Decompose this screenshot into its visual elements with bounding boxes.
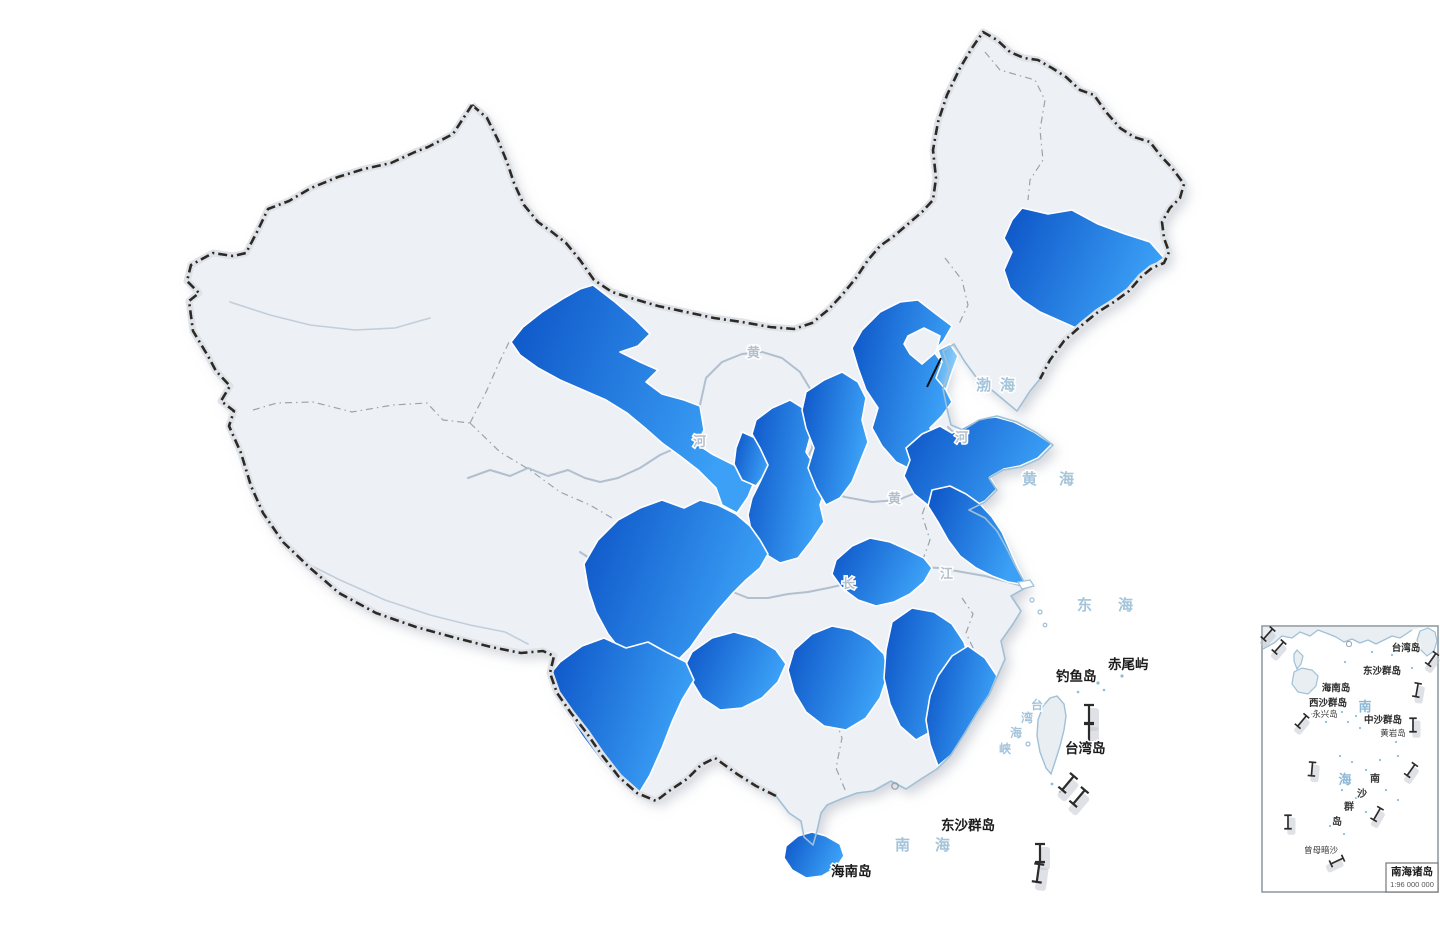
province-shandong[interactable] [903, 416, 1053, 514]
inset-sea-dots [1310, 650, 1414, 836]
inset-dongsha-label: 东沙群岛 [1363, 665, 1401, 677]
inset-pearl-delta-circle [1345, 640, 1353, 648]
taiwan-island[interactable] [1036, 695, 1067, 776]
coastline [775, 343, 1054, 846]
dongsha-islands-label: 东沙群岛 [941, 817, 995, 833]
yellow-river-lower-char-2: 河 [955, 430, 968, 445]
taiwan-strait-char-1: 台 [1031, 697, 1043, 712]
taiwan-strait-char-4: 峡 [999, 741, 1011, 756]
province-gansu[interactable] [510, 284, 755, 514]
yellow-river-upper-char-1: 黄 [747, 345, 760, 360]
inset-huangyan-label: 黄岩岛 [1380, 728, 1406, 738]
taiwan-strait-char-3: 海 [1010, 725, 1022, 740]
east-sea-label: 东海 [1077, 596, 1159, 614]
sea-labels: 渤海 黄海 东海 南海 台 湾 海 峡 [894, 375, 1159, 856]
pearl-delta-circle [891, 782, 899, 790]
inset-nansha-char-3: 群 [1344, 800, 1354, 813]
penghu-islet [1025, 741, 1031, 747]
diaoyu-dot [1096, 681, 1100, 685]
yellow-river-lower-char-1: 黄 [888, 491, 901, 506]
national-boundary [183, 28, 1188, 846]
yarlung-river [299, 559, 529, 645]
province-hubei[interactable] [831, 537, 933, 607]
province-shanxi[interactable] [801, 371, 869, 506]
inset-south-sea-char-1: 南 [1358, 699, 1371, 714]
inset-nansha-char-1: 南 [1370, 772, 1380, 785]
province-hainan[interactable] [783, 831, 845, 879]
chiwei-dot [1120, 674, 1124, 678]
province-yunnan[interactable] [549, 637, 695, 796]
province-beijing[interactable] [903, 327, 941, 365]
province-sichuan[interactable] [583, 499, 769, 677]
inset-south-sea-char-2: 海 [1338, 772, 1351, 787]
chiwei-island-label: 赤尾屿 [1108, 656, 1149, 672]
inset-taiwan-label: 台湾岛 [1392, 642, 1421, 654]
islands-layer [891, 579, 1124, 794]
inset-nansha-char-4: 岛 [1332, 815, 1342, 828]
south-china-sea-inset: 台湾岛 东沙群岛 海南岛 西沙群岛 永兴岛 中沙群岛 黄岩岛 曾母暗沙 南 海 … [1255, 625, 1440, 893]
tianjin-pointer-line [926, 357, 942, 388]
yellow-sea-label: 黄海 [1022, 470, 1096, 488]
inset-hainan-label: 海南岛 [1322, 682, 1351, 694]
inset-zengmu-label: 曾母暗沙 [1304, 845, 1339, 855]
diaoyu-island-label: 钓鱼岛 [1056, 668, 1097, 684]
province-tianjin[interactable] [935, 343, 959, 391]
hainan-island-label: 海南岛 [831, 863, 872, 879]
river-labels: 黄 河 黄 河 长 江 [692, 344, 970, 593]
inset-mainland [1263, 627, 1437, 649]
inset-xisha-label: 西沙群岛 [1309, 697, 1347, 709]
inset-yongxing-label: 永兴岛 [1312, 709, 1338, 719]
chongming-islet [1017, 579, 1035, 590]
taiwan-strait-char-2: 湾 [1021, 710, 1033, 725]
inset-hainan [1291, 667, 1319, 695]
inset-nansha-char-2: 沙 [1357, 788, 1367, 800]
inset-frame [1261, 625, 1439, 893]
inset-leizhou [1293, 649, 1304, 671]
inset-labels: 台湾岛 东沙群岛 海南岛 西沙群岛 永兴岛 中沙群岛 黄岩岛 曾母暗沙 南 海 … [1303, 641, 1421, 856]
taiwan-island-label: 台湾岛 [1065, 740, 1106, 756]
inset-scale-box: 南海诸岛 1:96 000 000 [1385, 862, 1439, 893]
bohai-sea-label: 渤海 [976, 376, 1024, 394]
island-labels: 钓鱼岛 赤尾屿 台湾岛 东沙群岛 海南岛 [830, 655, 1151, 881]
province-hunan[interactable] [787, 625, 889, 731]
yangtze-char-2: 江 [940, 566, 953, 581]
inset-scale-title: 南海诸岛 [1391, 865, 1433, 878]
yellow-river-upper-char-2: 河 [693, 434, 706, 449]
yangtze-char-1: 长 [842, 576, 856, 591]
south-sea-label: 南海 [895, 836, 975, 854]
tarim-river [229, 301, 431, 331]
inset-taiwan [1416, 627, 1438, 657]
inset-scale-value: 1:96 000 000 [1390, 880, 1434, 889]
yellow-river-upper-squiggle [467, 467, 619, 483]
inset-zhongsha-label: 中沙群岛 [1364, 714, 1402, 726]
